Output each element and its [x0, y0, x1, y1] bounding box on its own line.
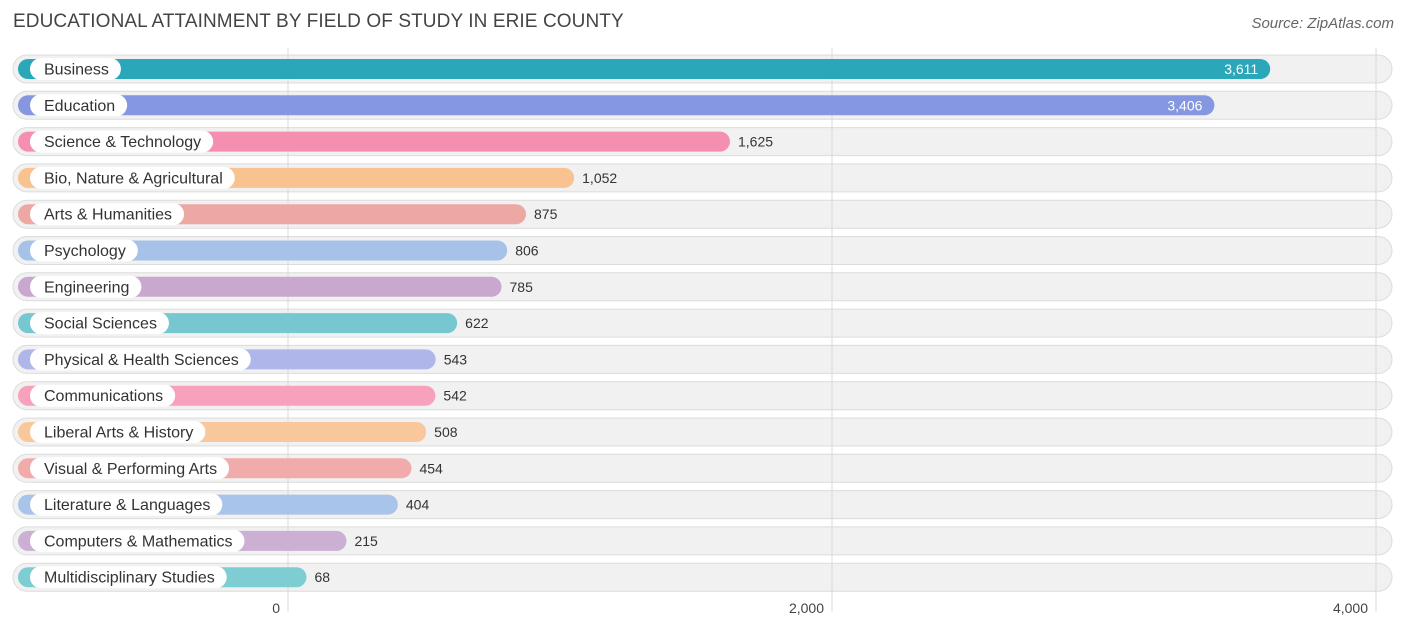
category-label: Liberal Arts & History	[44, 425, 193, 442]
value-label: 622	[465, 315, 489, 331]
category-label-pill	[30, 384, 176, 407]
axis-ticks: 0 2,000 4,000	[272, 600, 1368, 616]
value-label: 806	[515, 243, 539, 259]
value-label: 543	[444, 351, 468, 367]
value-label: 3,611	[1224, 61, 1258, 77]
source-label: Source: ZipAtlas.com	[1251, 15, 1394, 32]
value-label: 542	[443, 388, 467, 404]
category-label-pill	[30, 94, 128, 117]
value-labels: 3,611 3,406 1,625 1,052 875 806 785 622 543 542 50…	[314, 61, 1258, 585]
bar-education[interactable]	[18, 95, 1215, 116]
category-label: Business	[44, 62, 109, 79]
category-label-pill	[30, 130, 214, 153]
bar-psychology[interactable]	[18, 240, 508, 261]
category-label: Bio, Nature & Agricultural	[44, 170, 223, 187]
value-label: 454	[419, 460, 443, 476]
value-label: 508	[434, 424, 458, 440]
category-label-pill	[30, 58, 121, 80]
row-background	[12, 526, 1393, 556]
value-label: 68	[314, 569, 330, 585]
category-labels: Business Education Science & Technology Bio…	[30, 58, 251, 589]
category-label: Communications	[44, 388, 163, 405]
category-label-pill	[30, 348, 251, 371]
value-label: 215	[354, 533, 378, 549]
category-label: Visual & Performing Arts	[44, 461, 217, 478]
value-label: 875	[534, 206, 558, 222]
category-label: Science & Technology	[44, 134, 201, 151]
bar-business[interactable]	[18, 59, 1271, 79]
category-label: Multidisciplinary Studies	[44, 570, 215, 587]
x-tick-label: 4,000	[1333, 600, 1368, 616]
category-label: Education	[44, 98, 115, 115]
category-label: Literature & Languages	[44, 497, 210, 514]
category-label-pill	[30, 166, 235, 189]
chart-title: EDUCATIONAL ATTAINMENT BY FIELD OF STUDY…	[13, 11, 624, 32]
category-label: Psychology	[44, 243, 126, 260]
category-label-pill	[30, 421, 206, 443]
category-label: Arts & Humanities	[44, 207, 172, 224]
category-label: Social Sciences	[44, 316, 157, 333]
row-background	[12, 562, 1393, 592]
value-label: 1,052	[582, 170, 617, 186]
value-label: 3,406	[1167, 97, 1202, 113]
value-label: 404	[406, 497, 430, 513]
category-label-pill	[30, 566, 227, 589]
x-tick-label: 2,000	[789, 600, 824, 616]
category-label: Engineering	[44, 279, 129, 296]
category-label-pill	[30, 493, 223, 516]
category-label-pill	[30, 239, 138, 262]
category-label: Computers & Mathematics	[44, 533, 233, 550]
category-label-pill	[30, 457, 230, 480]
value-label: 1,625	[738, 134, 773, 150]
category-label-pill	[30, 312, 169, 335]
category-label-pill	[30, 529, 245, 552]
value-label: 785	[510, 279, 534, 295]
x-tick-label: 0	[272, 600, 280, 616]
category-label-pill	[30, 275, 142, 298]
category-label: Physical & Health Sciences	[44, 352, 239, 369]
category-label-pill	[30, 203, 185, 226]
